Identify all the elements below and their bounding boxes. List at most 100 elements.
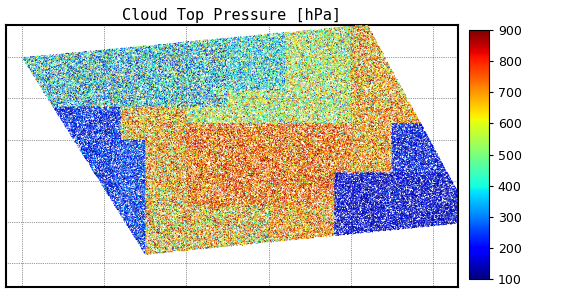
Point [249, 62, 258, 67]
Point [310, 145, 319, 150]
Point [178, 206, 187, 211]
Point [66, 82, 75, 87]
Point [175, 103, 184, 107]
Point [195, 40, 204, 45]
Point [121, 147, 131, 152]
Point [260, 206, 269, 211]
Point [42, 56, 51, 61]
Point [364, 180, 373, 185]
Point [165, 239, 174, 244]
Point [288, 189, 297, 194]
Point [85, 144, 94, 149]
Point [340, 158, 349, 162]
Point [395, 125, 404, 130]
Point [122, 137, 131, 142]
Point [339, 151, 348, 155]
Point [147, 90, 156, 95]
Point [218, 98, 227, 103]
Point [250, 160, 259, 165]
Point [59, 86, 68, 91]
Point [97, 164, 106, 168]
Point [340, 90, 349, 94]
Point [296, 120, 305, 124]
Point [372, 134, 381, 139]
Point [275, 32, 284, 36]
Point [281, 86, 290, 91]
Point [307, 58, 316, 63]
Point [75, 74, 84, 79]
Point [198, 198, 207, 203]
Point [306, 83, 315, 88]
Point [179, 154, 188, 158]
Point [191, 146, 200, 150]
Point [312, 31, 321, 36]
Point [219, 188, 228, 193]
Point [412, 118, 421, 123]
Point [207, 53, 216, 58]
Point [308, 89, 317, 94]
Point [349, 193, 358, 198]
Point [101, 50, 110, 54]
Point [192, 194, 201, 199]
Point [170, 77, 179, 82]
Point [388, 129, 397, 134]
Point [218, 159, 227, 164]
Point [306, 124, 315, 129]
Point [89, 149, 98, 154]
Point [239, 201, 248, 206]
Point [81, 134, 90, 139]
Point [129, 139, 138, 144]
Point [370, 98, 379, 103]
Point [307, 140, 316, 145]
Point [199, 148, 208, 152]
Point [170, 179, 179, 184]
Point [218, 50, 227, 55]
Point [389, 208, 398, 213]
Point [133, 75, 142, 80]
Point [292, 215, 301, 220]
Point [177, 106, 186, 111]
Point [55, 67, 64, 72]
Point [428, 221, 437, 226]
Point [319, 199, 328, 203]
Point [149, 125, 158, 130]
Point [119, 126, 128, 131]
Point [140, 121, 149, 125]
Point [321, 167, 330, 172]
Point [123, 67, 132, 72]
Point [206, 75, 215, 80]
Point [184, 47, 193, 52]
Point [242, 95, 251, 100]
Point [131, 168, 140, 173]
Point [438, 220, 447, 225]
Point [115, 128, 124, 132]
Point [89, 50, 98, 55]
Point [289, 112, 298, 117]
Point [427, 181, 436, 186]
Point [294, 234, 303, 239]
Point [40, 58, 49, 63]
Point [123, 158, 132, 163]
Point [134, 166, 143, 171]
Point [402, 210, 411, 214]
Point [338, 80, 347, 85]
Point [197, 39, 206, 44]
Point [152, 48, 161, 53]
Point [270, 132, 279, 137]
Point [336, 215, 345, 220]
Point [316, 233, 325, 238]
Point [397, 116, 406, 121]
Point [340, 208, 349, 213]
Point [281, 215, 290, 220]
Point [239, 235, 248, 240]
Point [91, 171, 100, 176]
Point [321, 104, 330, 109]
Point [381, 219, 390, 224]
Point [152, 73, 161, 77]
Point [292, 236, 301, 240]
Point [261, 222, 270, 227]
Point [155, 52, 164, 57]
Point [237, 150, 246, 155]
Point [296, 124, 305, 129]
Point [371, 93, 380, 98]
